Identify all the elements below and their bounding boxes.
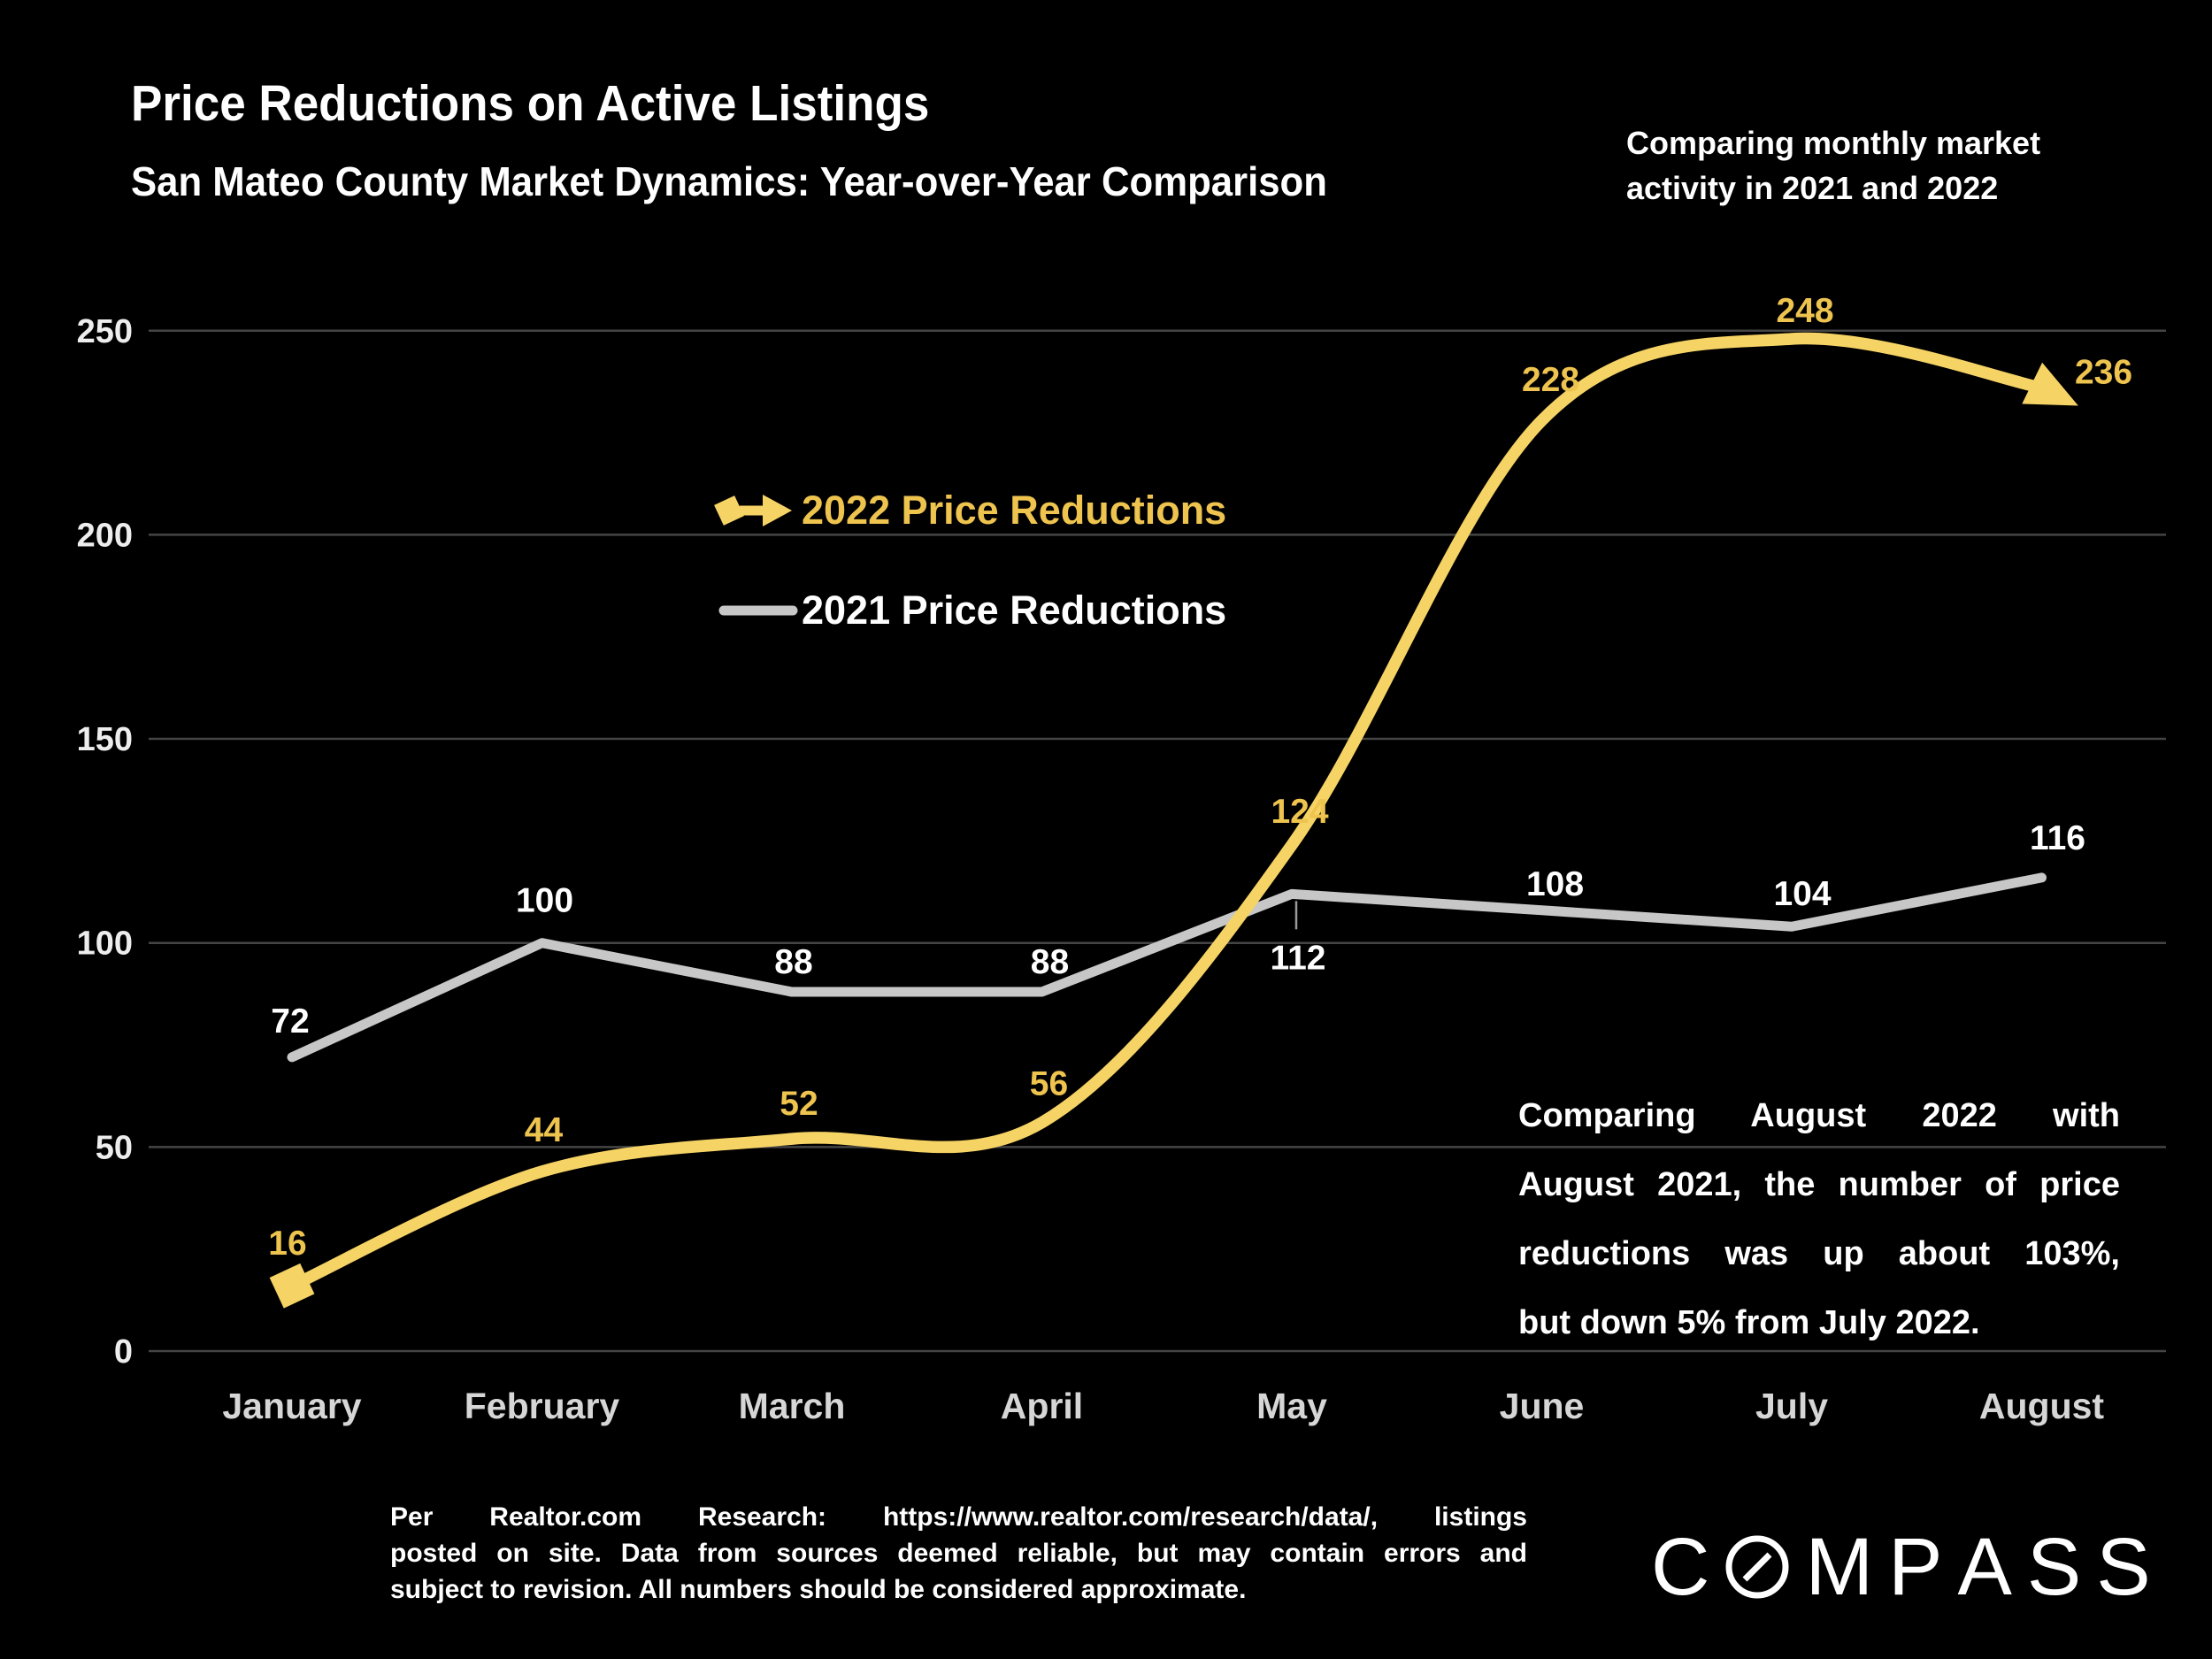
data-label-2022: 52 xyxy=(780,1085,818,1123)
series-line-2021 xyxy=(287,872,2047,1063)
x-axis-label: April xyxy=(1001,1386,1083,1426)
annotation-line: but down 5% from July 2022. xyxy=(1518,1304,1980,1341)
data-label-2021: 108 xyxy=(1526,865,1584,903)
logo-letter: C xyxy=(1651,1522,1710,1612)
page-subtitle: San Mateo County Market Dynamics: Year-o… xyxy=(131,158,1327,204)
footer-line: posted on site. Data from sources deemed… xyxy=(390,1539,1527,1568)
y-tick-label: 250 xyxy=(77,313,133,350)
y-tick-label: 100 xyxy=(77,926,133,963)
compass-o-needle-icon xyxy=(1725,1535,1789,1599)
logo-letter: M xyxy=(1805,1522,1874,1612)
x-axis-label: February xyxy=(465,1386,620,1426)
y-tick-label: 50 xyxy=(96,1129,133,1166)
x-axis-label: June xyxy=(1500,1386,1585,1426)
page-title: Price Reductions on Active Listings xyxy=(131,75,930,132)
logo-letter: S xyxy=(2096,1522,2151,1612)
annotation-box: Comparing August 2022 with August 2021, … xyxy=(1518,1081,2120,1357)
data-label-2021: 72 xyxy=(271,1002,309,1041)
y-tick-label: 200 xyxy=(77,517,133,554)
logo-circle xyxy=(1725,1535,1789,1599)
data-label-2022: 124 xyxy=(1271,793,1328,831)
data-label-2021: 100 xyxy=(516,882,573,920)
data-label-2022: 228 xyxy=(1522,361,1579,399)
annotation-line: August 2021, the number of price xyxy=(1518,1166,2120,1203)
data-label-2021: 116 xyxy=(2030,819,2085,857)
logo-letter: P xyxy=(1888,1522,1943,1612)
legend-label-2021: 2021 Price Reductions xyxy=(802,588,1226,633)
data-label-2022: 56 xyxy=(1030,1065,1068,1103)
note-line-2: activity in 2021 and 2022 xyxy=(1626,170,1999,206)
footer-line: Per Realtor.com Research: https://www.re… xyxy=(390,1502,1527,1532)
logo-letter: A xyxy=(1957,1522,2012,1612)
legend-diamond-icon xyxy=(714,495,744,526)
note-line-1: Comparing monthly market xyxy=(1626,125,2041,161)
x-axis-label: January xyxy=(222,1386,361,1426)
footer-line: subject to revision. All numbers should … xyxy=(390,1575,1247,1604)
x-axis-label: July xyxy=(1755,1386,1828,1426)
y-tick-label: 0 xyxy=(114,1333,133,1371)
data-label-2021: 112 xyxy=(1271,939,1326,977)
data-label-2021: 88 xyxy=(1031,943,1069,981)
source-disclaimer: Per Realtor.com Research: https://www.re… xyxy=(390,1499,1527,1608)
data-label-2022: 236 xyxy=(2075,353,2132,391)
series-line-2022 xyxy=(286,332,2048,1292)
note-top-right: Comparing monthly market activity in 202… xyxy=(1626,120,2040,211)
x-axis-label: May xyxy=(1256,1386,1327,1426)
data-label-2022: 16 xyxy=(268,1225,306,1263)
data-label-2021: 88 xyxy=(774,943,812,981)
arrow-marker xyxy=(2022,362,2078,406)
data-label-2021: 104 xyxy=(1773,875,1831,913)
x-axis-label: August xyxy=(1979,1386,2105,1426)
annotation-line: Comparing August 2022 with xyxy=(1518,1097,2120,1134)
x-axis-label: March xyxy=(739,1386,846,1426)
data-label-2022: 248 xyxy=(1776,292,1833,330)
annotation-line: reductions was up about 103%, xyxy=(1518,1235,2120,1272)
y-tick-label: 150 xyxy=(77,721,133,758)
data-label-2022: 44 xyxy=(525,1111,564,1149)
legend-arrow-icon xyxy=(763,495,792,526)
logo-needle xyxy=(1742,1552,1772,1582)
legend-label-2022: 2022 Price Reductions xyxy=(802,488,1226,533)
logo-letter: S xyxy=(2026,1522,2082,1612)
diamond-marker xyxy=(269,1263,315,1309)
